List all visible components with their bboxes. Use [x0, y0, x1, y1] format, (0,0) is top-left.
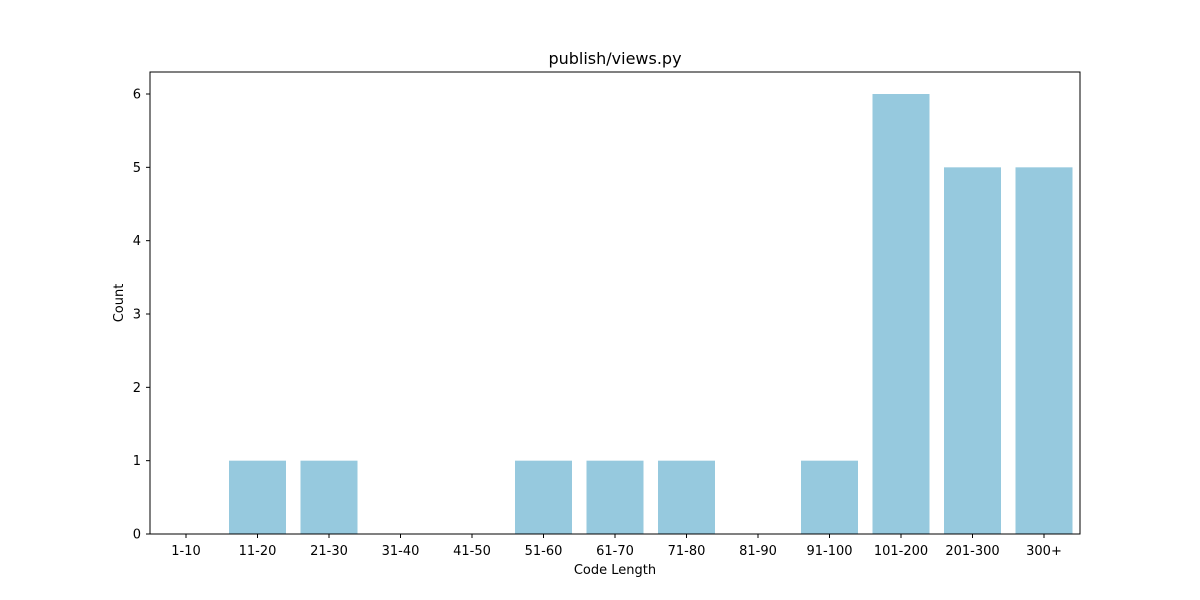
- x-axis-label: Code Length: [574, 563, 656, 578]
- y-tick-label: 4: [133, 234, 141, 249]
- bar-71-80: [658, 460, 715, 534]
- x-tick-label: 31-40: [382, 544, 420, 559]
- x-tick-label: 81-90: [739, 544, 777, 559]
- x-tick-label: 41-50: [453, 544, 491, 559]
- bar-91-100: [801, 460, 858, 534]
- x-tick-label: 300+: [1026, 544, 1062, 559]
- x-tick-label: 1-10: [171, 544, 201, 559]
- y-tick-label: 1: [133, 454, 141, 469]
- y-axis-label: Count: [112, 284, 127, 323]
- x-tick-label: 101-200: [874, 544, 928, 559]
- y-axis: 0 1 2 3 4 5 6: [133, 88, 150, 543]
- bar-21-30: [300, 460, 358, 534]
- bar-11-20: [229, 460, 286, 534]
- x-tick-label: 91-100: [806, 544, 852, 559]
- x-tick-label: 71-80: [668, 544, 706, 559]
- y-tick-label: 0: [133, 528, 141, 543]
- y-tick-label: 6: [133, 88, 141, 103]
- bar-201-300: [944, 167, 1001, 535]
- chart-title: publish/views.py: [548, 49, 681, 68]
- x-tick-label: 61-70: [596, 544, 634, 559]
- y-tick-label: 3: [133, 308, 141, 323]
- y-tick-label: 5: [133, 161, 141, 176]
- bar-300+: [1015, 167, 1073, 535]
- x-tick-label: 21-30: [310, 544, 348, 559]
- x-axis: 1-10 11-20 21-30 31-40 41-50 51-60 61-70 71-80 8…: [171, 534, 1062, 559]
- x-tick-label: 51-60: [525, 544, 563, 559]
- x-tick-label: 11-20: [239, 544, 277, 559]
- x-tick-label: 201-300: [945, 544, 999, 559]
- bars-group: [229, 94, 1073, 535]
- bar-51-60: [515, 460, 572, 534]
- bar-61-70: [586, 460, 644, 534]
- bar-101-200: [872, 94, 930, 534]
- y-tick-label: 2: [133, 381, 141, 396]
